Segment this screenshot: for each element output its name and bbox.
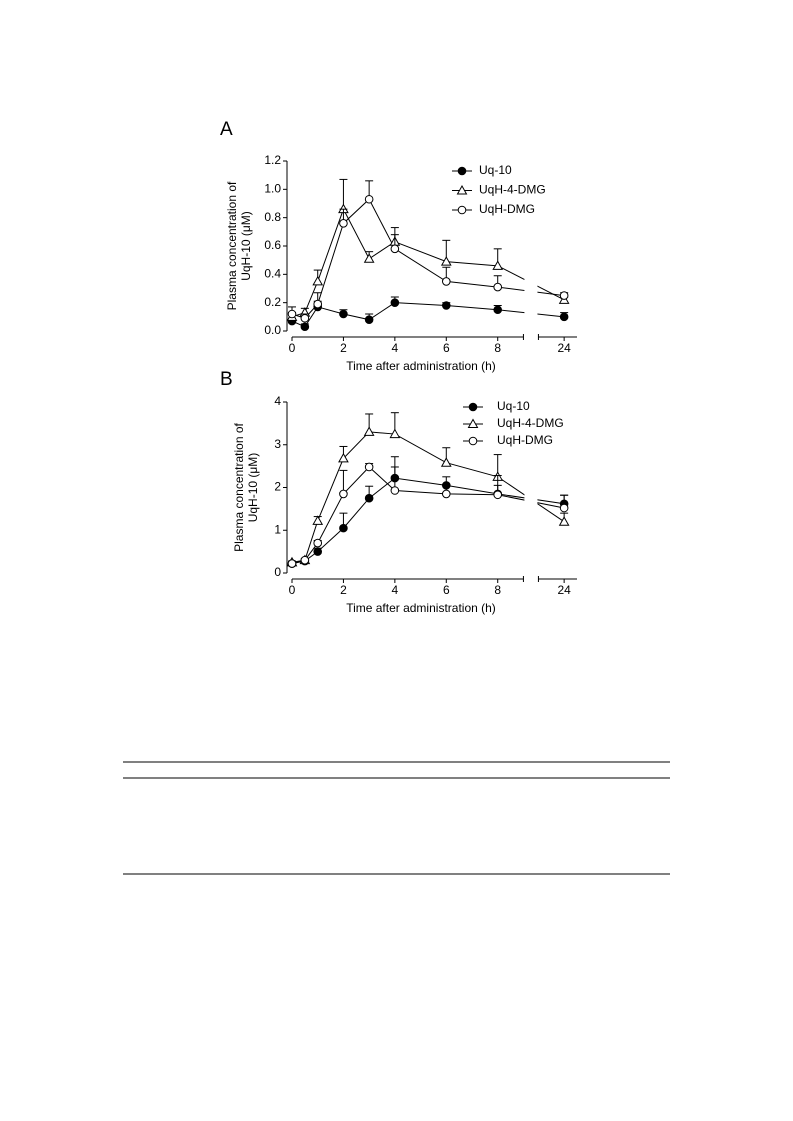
legend-label: UqH-4-DMG (479, 183, 546, 197)
marker (339, 219, 348, 228)
marker (559, 503, 569, 513)
y-tick-label: 0.6 (264, 238, 281, 252)
marker (390, 244, 400, 254)
marker (312, 515, 324, 525)
marker (559, 291, 569, 300)
marker (558, 516, 570, 526)
series-line (291, 466, 565, 565)
marker (363, 253, 375, 263)
series-line (291, 198, 565, 319)
series-line (291, 302, 565, 328)
x-tick-label: 8 (494, 583, 501, 597)
y-tick-label: 0.2 (264, 295, 281, 309)
marker (441, 301, 451, 310)
series-line (291, 207, 565, 318)
marker (390, 486, 400, 495)
legend-marker (456, 184, 468, 195)
marker (364, 493, 374, 503)
legend-label: Uq-10 (479, 163, 512, 177)
marker (492, 260, 504, 270)
marker (312, 275, 324, 286)
legend-label: UqH-DMG (497, 433, 553, 447)
marker (440, 457, 452, 467)
y-tick-label: 0 (274, 565, 281, 579)
marker (493, 490, 503, 500)
axis-break-gap (524, 382, 538, 578)
marker (364, 194, 374, 204)
legend-marker (457, 166, 467, 176)
panel-label: A (220, 119, 233, 140)
marker (364, 315, 374, 324)
marker (339, 523, 348, 533)
marker (390, 298, 400, 307)
legend-marker (457, 205, 467, 215)
legend-marker (468, 436, 478, 446)
y-tick-label: 0.4 (264, 267, 281, 281)
marker (287, 309, 297, 319)
x-tick-label: 8 (494, 341, 501, 355)
marker (338, 452, 349, 463)
x-tick-label: 24 (557, 341, 571, 355)
x-tick-label: 6 (443, 341, 450, 355)
axis-break-gap (524, 141, 538, 336)
legend-label: Uq-10 (497, 399, 530, 413)
x-tick-label: 0 (289, 583, 296, 597)
y-tick-label: 2 (274, 480, 281, 494)
marker (313, 547, 323, 556)
y-tick-label: 1.2 (264, 153, 281, 167)
marker (300, 313, 310, 323)
marker (339, 309, 348, 319)
y-axis-label-line: Plasma concentration of (225, 181, 239, 310)
x-axis-label: Time after administration (h) (346, 359, 496, 373)
x-tick-label: 4 (392, 583, 399, 597)
y-axis-label-line: UqH-10 (μM) (239, 211, 253, 281)
x-tick-label: 24 (557, 583, 571, 597)
panel-label: B (220, 369, 233, 390)
y-axis-label-line: Plasma concentration of (232, 422, 246, 551)
x-axis-label: Time after administration (h) (346, 601, 496, 615)
y-tick-label: 0.8 (264, 210, 281, 224)
marker (389, 428, 401, 439)
x-tick-label: 4 (392, 341, 399, 355)
y-axis-label: Plasma concentration ofUqH-10 (μM) (232, 422, 260, 551)
marker (313, 538, 323, 548)
marker (300, 322, 310, 332)
marker (440, 256, 452, 266)
x-tick-label: 2 (340, 583, 347, 597)
marker (493, 305, 503, 315)
legend-label: UqH-DMG (479, 202, 535, 216)
legend-marker (467, 418, 479, 428)
marker (339, 489, 348, 499)
x-tick-label: 2 (340, 341, 347, 355)
series-line (291, 477, 565, 565)
marker (364, 462, 374, 472)
y-tick-label: 0.0 (264, 323, 281, 337)
marker (300, 555, 310, 565)
legend-marker (468, 402, 478, 412)
x-tick-label: 0 (289, 341, 296, 355)
y-tick-label: 1.0 (264, 182, 281, 196)
series-line (291, 431, 565, 563)
x-tick-label: 6 (443, 583, 450, 597)
y-tick-label: 1 (274, 522, 281, 536)
y-axis-label-line: UqH-10 (μM) (246, 453, 260, 523)
y-axis-label: Plasma concentration ofUqH-10 (μM) (225, 181, 253, 310)
marker (493, 282, 503, 292)
marker (363, 426, 375, 436)
y-tick-label: 4 (274, 394, 281, 408)
legend-label: UqH-4-DMG (497, 416, 564, 430)
marker (313, 299, 323, 309)
marker (441, 277, 451, 286)
marker (441, 489, 451, 499)
marker (287, 559, 297, 568)
marker (559, 312, 569, 322)
y-tick-label: 3 (274, 437, 281, 451)
